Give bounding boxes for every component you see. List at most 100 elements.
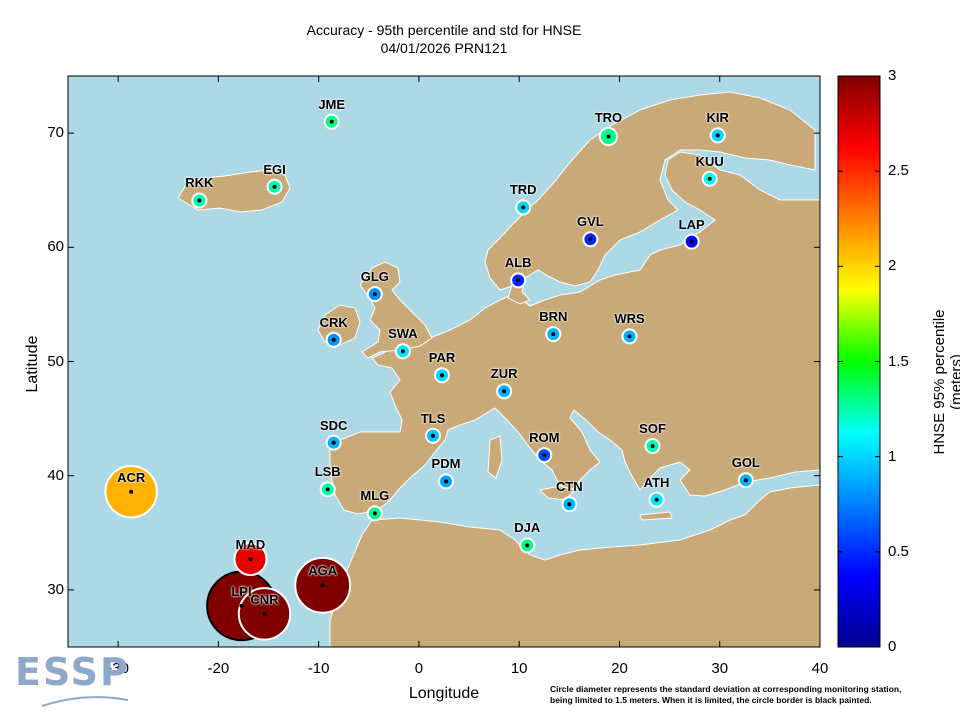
colorbar <box>837 75 881 648</box>
x-tick-label: 10 <box>510 660 528 677</box>
station-label-zur: ZUR <box>490 366 518 382</box>
x-tick-label: -10 <box>307 660 330 677</box>
station-dot-brn <box>551 332 556 337</box>
station-label-tls: TLS <box>420 410 446 426</box>
station-label-wrs: WRS <box>614 311 645 327</box>
land-sardinia <box>487 435 503 479</box>
station-dot-kuu <box>707 176 712 181</box>
station-dot-alb <box>516 278 521 283</box>
station-label-trd: TRD <box>509 182 537 198</box>
station-dot-mlg <box>372 511 377 516</box>
station-label-acr: ACR <box>117 469 146 485</box>
station-dot-tls <box>430 433 435 438</box>
station-dot-par <box>439 373 444 378</box>
station-label-egi: EGI <box>263 161 286 177</box>
station-dot-swa <box>400 349 405 354</box>
colorbar-ticks <box>838 75 880 648</box>
colorbar-tick-label: 1.5 <box>888 352 909 370</box>
station-dot-sof <box>650 444 655 449</box>
station-label-jme: JME <box>318 96 346 112</box>
x-tick-label: 30 <box>711 660 729 677</box>
land-mainland <box>329 76 820 647</box>
colorbar-tick-label: 2.5 <box>888 162 909 180</box>
y-tick-label: 50 <box>47 352 64 370</box>
station-dot-kir <box>715 133 720 138</box>
station-label-mlg: MLG <box>360 488 390 504</box>
y-tick-label: 70 <box>47 124 64 142</box>
y-tick-label: 30 <box>47 580 64 598</box>
land-scandinavia <box>484 91 816 291</box>
station-dot-rkk <box>197 198 202 203</box>
station-label-tro: TRO <box>594 109 623 125</box>
footnote-line-2: being limited to 1.5 meters. When it is … <box>550 695 872 705</box>
x-tick-label: 20 <box>611 660 628 677</box>
station-dot-aga <box>320 583 325 588</box>
station-dot-gol <box>743 478 748 483</box>
station-dot-crk <box>331 337 336 342</box>
station-dot-wrs <box>627 334 632 339</box>
station-dot-glg <box>372 292 377 297</box>
station-label-alb: ALB <box>504 255 532 271</box>
station-label-kir: KIR <box>706 110 729 126</box>
x-tick-label: 40 <box>811 660 829 677</box>
station-dot-jme <box>329 119 334 124</box>
station-label-lsb: LSB <box>314 464 341 480</box>
station-markers <box>104 113 754 642</box>
x-axis-ticks <box>117 76 821 647</box>
colorbar-tick-label: 2 <box>888 257 897 275</box>
station-label-lpi: LPI <box>231 583 252 599</box>
y-tick-label: 60 <box>47 238 64 256</box>
station-label-sof: SOF <box>639 421 666 436</box>
x-tick-label: -30 <box>107 660 129 677</box>
station-dot-gvl <box>588 237 593 242</box>
station-label-mad: MAD <box>235 537 266 553</box>
station-label-gvl: GVL <box>577 214 604 230</box>
footnote: Circle diameter represents the standard … <box>550 684 950 706</box>
station-dot-lap <box>689 239 694 244</box>
station-label-lap: LAP <box>678 216 705 232</box>
x-axis-label: Longitude <box>408 685 480 702</box>
station-dot-trd <box>521 205 526 210</box>
land-sicily <box>538 485 576 501</box>
station-label-ath: ATH <box>643 474 670 490</box>
station-label-swa: SWA <box>388 326 418 342</box>
station-label-gol: GOL <box>731 455 760 471</box>
x-tick-label: 0 <box>414 660 424 677</box>
y-tick-label: 40 <box>47 466 64 484</box>
colorbar-tick-label: 0.5 <box>888 542 909 560</box>
station-label-sdc: SDC <box>319 417 348 433</box>
x-tick-label: -20 <box>207 660 230 677</box>
station-dot-dja <box>525 543 530 548</box>
station-label-aga: AGA <box>308 563 338 579</box>
station-dot-pdm <box>444 479 449 484</box>
station-dot-acr <box>129 489 134 494</box>
station-dot-tro <box>606 134 611 139</box>
station-label-ctn: CTN <box>555 479 583 495</box>
station-dot-egi <box>272 184 277 189</box>
colorbar-tick-label: 3 <box>888 67 897 84</box>
station-label-dja: DJA <box>514 520 541 536</box>
station-dot-cnr <box>262 611 267 616</box>
station-label-brn: BRN <box>539 309 568 325</box>
station-label-rkk: RKK <box>185 175 214 191</box>
station-dot-lpi <box>239 603 244 608</box>
station-label-pdm: PDM <box>431 456 461 472</box>
y-axis-ticks <box>68 132 820 591</box>
essp-logo: ESSP <box>15 650 130 694</box>
station-label-kuu: KUU <box>695 153 724 169</box>
station-label-cnr: CNR <box>250 591 279 607</box>
station-dot-lsb <box>325 487 330 492</box>
colorbar-tick-label: 1 <box>888 447 897 465</box>
colorbar-label: HNSE 95% percentile (meters) <box>931 309 960 455</box>
logo-swoosh-icon <box>41 696 129 707</box>
y-axis-label: Latitude <box>24 335 41 393</box>
land-crete <box>639 511 673 521</box>
map-layer <box>68 76 820 647</box>
station-label-par: PAR <box>428 350 456 366</box>
station-dot-mad <box>248 557 253 562</box>
station-label-glg: GLG <box>360 269 389 285</box>
footnote-line-1: Circle diameter represents the standard … <box>550 684 902 694</box>
station-label-rom: ROM <box>529 430 560 446</box>
station-dot-ctn <box>567 502 572 507</box>
